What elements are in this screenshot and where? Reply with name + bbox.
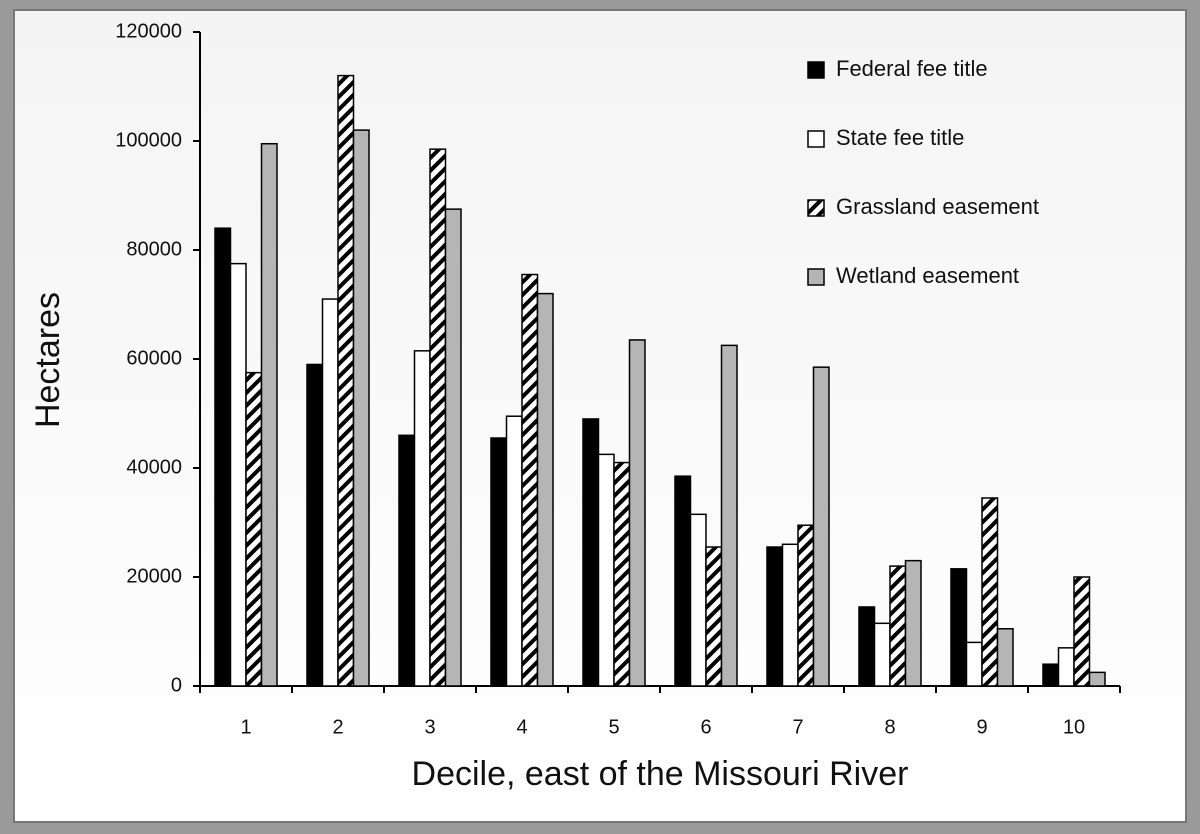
x-tick-label: 2	[332, 716, 343, 738]
bar	[245, 371, 263, 687]
bar	[981, 497, 999, 687]
bar	[505, 415, 523, 687]
bar	[781, 543, 799, 687]
x-tick-label: 1	[240, 716, 251, 738]
bar	[797, 524, 815, 687]
x-tick-label: 3	[424, 716, 435, 738]
legend-label: Wetland easement	[836, 263, 1019, 288]
x-tick-label: 6	[700, 716, 711, 738]
x-tick-label: 7	[792, 716, 803, 738]
legend-label: State fee title	[836, 125, 964, 150]
legend-swatch	[807, 130, 825, 148]
legend-swatch	[807, 268, 825, 286]
y-tick-label: 40000	[126, 456, 182, 478]
bar	[337, 74, 355, 687]
bar	[812, 366, 830, 687]
bar	[858, 606, 876, 687]
bar	[1042, 663, 1060, 687]
y-tick-label: 20000	[126, 565, 182, 587]
x-tick-label: 10	[1063, 716, 1085, 738]
bar	[306, 363, 324, 687]
bar	[996, 628, 1014, 687]
bar	[1057, 647, 1075, 687]
bar	[597, 453, 615, 687]
x-tick-label: 5	[608, 716, 619, 738]
legend-label: Grassland easement	[836, 194, 1039, 219]
bar	[674, 475, 692, 687]
chart-frame	[13, 9, 1187, 823]
y-tick-label: 100000	[115, 129, 182, 151]
bar	[873, 622, 891, 687]
bar	[628, 339, 646, 687]
legend-label: Federal fee title	[836, 56, 988, 81]
bar	[889, 565, 907, 687]
bar	[689, 513, 707, 687]
legend-swatch	[807, 61, 825, 79]
y-tick-label: 0	[171, 674, 182, 696]
x-tick-label: 4	[516, 716, 527, 738]
bar	[766, 546, 784, 687]
bar	[1073, 576, 1091, 687]
bar	[444, 208, 462, 687]
bar	[229, 262, 247, 687]
bar	[521, 273, 539, 687]
x-tick-label: 8	[884, 716, 895, 738]
bar	[214, 227, 232, 687]
bar	[613, 461, 631, 687]
y-tick-label: 120000	[115, 20, 182, 42]
bar	[904, 559, 922, 687]
bar	[352, 129, 370, 687]
bar	[260, 142, 278, 687]
bar	[413, 350, 431, 687]
x-tick-label: 9	[976, 716, 987, 738]
bar	[398, 434, 416, 687]
y-tick-label: 60000	[126, 347, 182, 369]
bar	[950, 568, 968, 687]
bar	[965, 641, 983, 687]
bar	[536, 292, 554, 687]
bar	[321, 298, 339, 687]
legend-swatch	[807, 199, 825, 217]
bar	[429, 148, 447, 687]
y-axis-title: Hectares	[29, 292, 67, 428]
y-tick-label: 80000	[126, 238, 182, 260]
bar	[1088, 671, 1106, 687]
x-axis-title: Decile, east of the Missouri River	[412, 755, 909, 793]
bar	[705, 546, 723, 687]
bar	[720, 344, 738, 687]
bar	[490, 437, 508, 687]
bar	[582, 418, 600, 687]
